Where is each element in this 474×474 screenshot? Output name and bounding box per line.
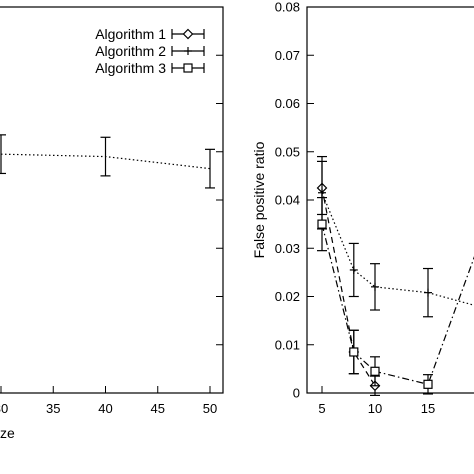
legend-marker-diamond — [182, 28, 194, 40]
legend-marker-square — [183, 63, 193, 73]
right-y-tick-label: 0.05 — [275, 144, 300, 159]
left-x-tick-label: 40 — [98, 401, 112, 416]
right-series-3 — [317, 196, 474, 395]
left-plot-panel: ze 30 35 40 45 50 — [0, 6, 224, 441]
legend-label: Algorithm 2 — [95, 43, 166, 59]
left-x-tick-label: 30 — [0, 401, 8, 416]
right-y-tick-label: 0 — [293, 386, 300, 401]
right-y-tick-label: 0.07 — [275, 48, 300, 63]
right-series-line — [321, 192, 474, 306]
right-x-tick-label: 10 — [368, 401, 382, 416]
legend-label: Algorithm 3 — [95, 60, 166, 76]
right-y-tick-label: 0.01 — [275, 337, 300, 352]
right-y-tick-label: 0.04 — [275, 193, 300, 208]
left-x-axis-label: ze — [0, 425, 15, 441]
right-x-tick-label: 5 — [318, 401, 325, 416]
right-data-point-square — [317, 219, 327, 229]
left-x-tick-label: 35 — [46, 401, 60, 416]
legend-label: Algorithm 1 — [95, 26, 166, 42]
right-y-axis-label: False positive ratio — [251, 141, 267, 258]
right-plot-frame — [306, 6, 474, 394]
right-data-point-square — [423, 379, 433, 389]
left-x-tick-label: 45 — [151, 401, 165, 416]
right-y-tick-label: 0.03 — [275, 241, 300, 256]
right-data-point-square — [370, 366, 380, 376]
right-y-tick-label: 0.02 — [275, 289, 300, 304]
right-y-tick-label: 0.08 — [275, 0, 300, 15]
right-series-line — [321, 223, 474, 386]
right-series-1 — [316, 160, 381, 397]
left-x-tick-label: 50 — [203, 401, 217, 416]
right-data-point-square — [349, 347, 359, 357]
right-series-line — [321, 187, 376, 387]
right-plot-panel: False positive ratio 0 0.01 0.02 0.03 0.04 0.… — [251, 0, 474, 416]
right-x-tick-label: 15 — [421, 401, 435, 416]
right-y-tick-label: 0.06 — [275, 96, 300, 111]
